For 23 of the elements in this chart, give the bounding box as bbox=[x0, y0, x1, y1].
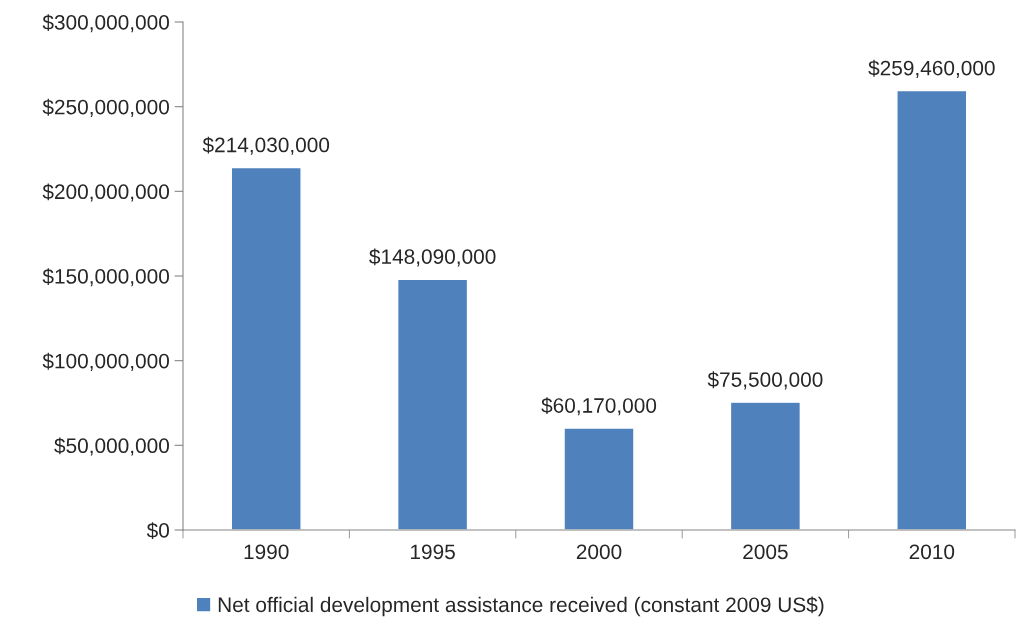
data-label: $60,170,000 bbox=[541, 397, 657, 416]
x-tick-label: 2005 bbox=[743, 544, 788, 560]
y-tick-label: $100,000,000 bbox=[42, 352, 169, 371]
x-tick-label: 2010 bbox=[909, 544, 955, 560]
y-tick-label: $150,000,000 bbox=[42, 268, 169, 287]
x-tick-label: 1995 bbox=[411, 544, 455, 560]
bar bbox=[896, 89, 968, 530]
x-tick-label: 2000 bbox=[576, 544, 622, 560]
y-tick-label: $0 bbox=[146, 522, 169, 539]
x-tick-label: 1990 bbox=[244, 544, 289, 560]
y-tick-label: $300,000,000 bbox=[42, 14, 169, 33]
bar bbox=[396, 278, 469, 530]
data-label: $214,030,000 bbox=[202, 136, 330, 155]
bar bbox=[563, 427, 635, 530]
y-tick-label: $200,000,000 bbox=[42, 183, 169, 202]
data-label: $75,500,000 bbox=[707, 371, 823, 390]
bar bbox=[230, 166, 302, 530]
data-label: $148,090,000 bbox=[369, 248, 496, 267]
y-tick-label: $250,000,000 bbox=[42, 98, 169, 117]
y-tick-label: $50,000,000 bbox=[54, 437, 169, 456]
bar bbox=[729, 401, 802, 530]
legend-label: Net official development assistance received (constant 2009 US$) bbox=[218, 596, 824, 617]
data-label: $259,460,000 bbox=[868, 59, 995, 78]
